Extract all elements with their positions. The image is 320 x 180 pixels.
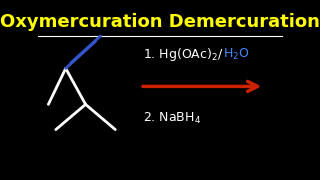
- Text: H$_2$O: H$_2$O: [223, 46, 250, 62]
- Text: 2. NaBH$_4$: 2. NaBH$_4$: [143, 111, 201, 126]
- Text: 1. Hg(OAc)$_2$/: 1. Hg(OAc)$_2$/: [143, 46, 223, 62]
- Text: Oxymercuration Demercuration: Oxymercuration Demercuration: [0, 13, 320, 31]
